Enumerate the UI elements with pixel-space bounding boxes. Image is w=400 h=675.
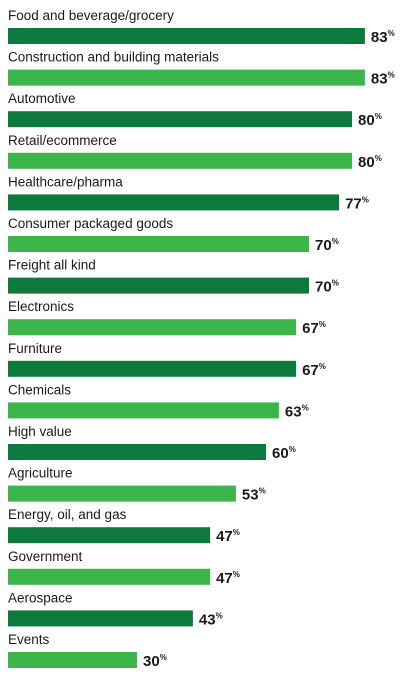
category-label: Retail/ecommerce <box>8 133 117 148</box>
category-label: Agriculture <box>8 466 73 481</box>
category-label: Consumer packaged goods <box>8 216 173 231</box>
category-label: Chemicals <box>8 382 71 397</box>
value-label: 70% <box>315 279 339 296</box>
value-label: 83% <box>371 29 395 46</box>
value-label: 70% <box>315 237 339 254</box>
bar <box>8 568 211 585</box>
bar-row: Retail/ecommerce 80% <box>8 133 382 171</box>
value-label: 67% <box>302 362 326 379</box>
value-label: 60% <box>272 445 296 462</box>
bar-row: Consumer packaged goods 70% <box>8 216 339 254</box>
value-label: 43% <box>199 611 223 628</box>
bar <box>8 319 297 336</box>
bar <box>8 527 211 544</box>
value-label: 83% <box>371 71 395 88</box>
value-label: 77% <box>345 195 369 212</box>
bar-row: Healthcare/pharma 77% <box>8 174 369 212</box>
category-label: Automotive <box>8 91 76 106</box>
bar <box>8 652 137 668</box>
category-label: Freight all kind <box>8 258 96 273</box>
bar-row: Construction and building materials 83% <box>8 50 395 88</box>
bar <box>8 444 266 460</box>
bar-row: Chemicals 63% <box>8 382 309 420</box>
chart-rows: Food and beverage/grocery83%Construction… <box>8 8 395 670</box>
bar-row: Furniture 67% <box>8 341 326 379</box>
category-label: Food and beverage/grocery <box>8 8 174 23</box>
bar-row: Automotive 80% <box>8 91 382 129</box>
bar-row: Aerospace 43% <box>8 590 223 628</box>
bar-row: Agriculture 53% <box>8 466 266 504</box>
bar-row: Events 30% <box>8 632 167 670</box>
bar-row: Freight all kind 70% <box>8 258 339 296</box>
category-label: Construction and building materials <box>8 50 219 65</box>
value-label: 80% <box>358 154 382 171</box>
category-label: Furniture <box>8 341 62 356</box>
bar <box>8 28 365 44</box>
value-label: 67% <box>302 320 326 337</box>
value-label: 47% <box>216 570 240 587</box>
bar-row: Government 47% <box>8 549 240 587</box>
bar <box>8 402 279 419</box>
category-label: Government <box>8 549 83 564</box>
bar <box>8 277 309 294</box>
bar <box>8 236 309 252</box>
bar-row: Energy, oil, and gas 47% <box>8 507 240 545</box>
bar <box>8 111 352 128</box>
value-label: 63% <box>285 403 309 420</box>
value-label: 80% <box>358 112 382 129</box>
bar <box>8 485 236 502</box>
category-label: Aerospace <box>8 590 73 605</box>
bar <box>8 69 365 86</box>
category-label: Healthcare/pharma <box>8 174 123 189</box>
bar-row: Food and beverage/grocery 83% <box>8 8 395 46</box>
bar-row: High value 60% <box>8 424 296 462</box>
category-label: Energy, oil, and gas <box>8 507 127 522</box>
category-label: High value <box>8 424 72 439</box>
bar-row: Electronics 67% <box>8 299 326 337</box>
category-label: Events <box>8 632 50 647</box>
bar <box>8 610 193 627</box>
value-label: 47% <box>216 528 240 545</box>
bar <box>8 152 352 169</box>
value-label: 30% <box>143 653 167 670</box>
bar <box>8 194 340 211</box>
value-label: 53% <box>242 487 266 504</box>
category-label: Electronics <box>8 299 74 314</box>
bar <box>8 360 297 377</box>
